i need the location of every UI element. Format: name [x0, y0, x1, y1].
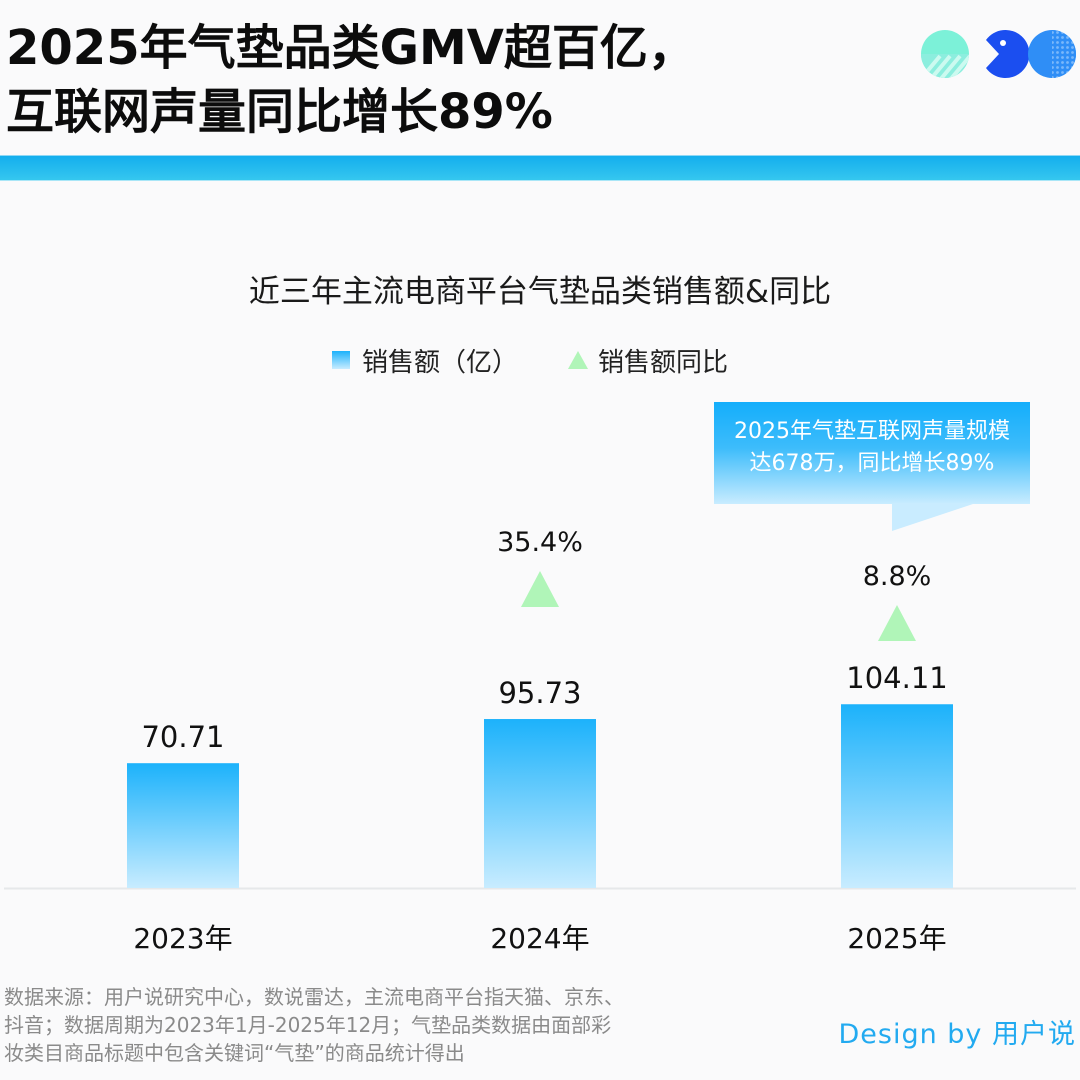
footnote-line-3: 妆类目商品标题中包含关键词“气垫”的商品统计得出 [4, 1041, 465, 1065]
header-accent-bar [0, 155, 1080, 181]
title-line-2: 互联网声量同比增长89% [6, 84, 553, 140]
brand-logo [921, 30, 1076, 78]
footnote-line-2: 抖音；数据周期为2023年1月-2025年12月；气垫品类数据由面部彩 [4, 1013, 612, 1037]
page-title: 2025年气垫品类GMV超百亿， 互联网声量同比增长89% [6, 16, 696, 144]
callout-line-1: 2025年气垫互联网声量规模 [734, 419, 1010, 444]
striped-circle-icon [921, 30, 969, 78]
legend-label-yoy: 销售额同比 [598, 347, 729, 378]
legend-label-sales: 销售额（亿） [362, 347, 519, 378]
bar-0 [127, 763, 239, 888]
legend-bar-swatch [332, 351, 350, 369]
yoy-value-label: 8.8% [863, 561, 932, 592]
bar-2 [841, 704, 953, 888]
x-tick-label: 2024年 [490, 922, 589, 955]
data-source-footnote: 数据来源：用户说研究中心，数说雷达，主流电商平台指天猫、京东、 抖音；数据周期为… [4, 983, 764, 1067]
design-credit: Design by 用户说 [838, 1019, 1076, 1050]
yoy-value-label: 35.4% [497, 527, 583, 558]
footnote-line-1: 数据来源：用户说研究中心，数说雷达，主流电商平台指天猫、京东、 [4, 985, 624, 1009]
annotation-callout: 2025年气垫互联网声量规模 达678万，同比增长89% [714, 402, 1030, 504]
bar-1 [484, 719, 596, 888]
chart-title: 近三年主流电商平台气垫品类销售额&同比 [248, 274, 832, 310]
bar-value-label: 70.71 [141, 720, 224, 754]
title-line-1: 2025年气垫品类GMV超百亿， [6, 20, 696, 76]
yoy-triangle-marker [878, 605, 916, 641]
pacman-icon [986, 30, 1030, 78]
yoy-triangle-marker [521, 571, 559, 607]
bar-value-label: 95.73 [498, 676, 581, 710]
x-tick-label: 2023年 [133, 922, 232, 955]
callout-line-2: 达678万，同比增长89% [749, 451, 995, 476]
bar-chart: 70.71 95.73 104.11 35.4% 8.8% 2023年 2024年 202… [4, 527, 1076, 955]
legend-triangle-swatch [568, 351, 589, 369]
callout-pointer [892, 503, 976, 531]
chart-legend: 销售额（亿） 销售额同比 [332, 342, 728, 378]
bar-value-label: 104.11 [846, 661, 947, 695]
x-tick-label: 2025年 [847, 922, 946, 955]
